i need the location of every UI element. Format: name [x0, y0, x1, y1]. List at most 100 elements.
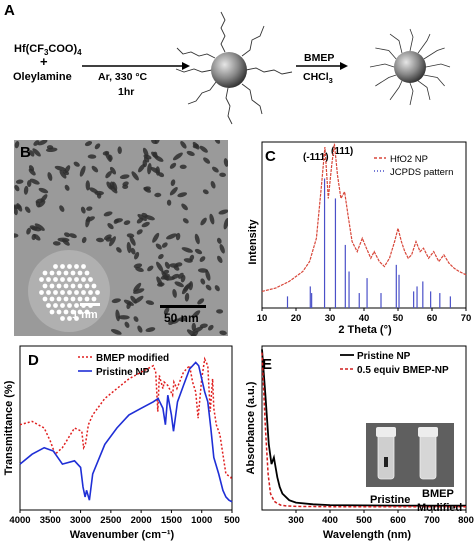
lattice-dot	[49, 309, 55, 315]
nanorod	[103, 234, 112, 241]
nanorod	[199, 145, 208, 153]
nanorod	[180, 141, 187, 149]
vial-bmep	[419, 432, 437, 480]
main-scale-bar	[160, 305, 206, 308]
lattice-dot	[60, 277, 65, 282]
lattice-dot	[53, 264, 58, 269]
nanorod	[64, 232, 71, 238]
lattice-dot	[60, 264, 65, 269]
nanorod	[32, 148, 41, 157]
nanorod	[47, 172, 53, 181]
xrd-xtick-label: 20	[291, 313, 302, 324]
ligand-arm	[375, 47, 397, 60]
nanorod	[107, 223, 114, 230]
ftir-xtick-label: 2000	[131, 515, 152, 526]
lattice-dot	[49, 283, 55, 289]
nanorod	[138, 163, 145, 173]
nanorod	[46, 145, 54, 150]
nanorod	[223, 158, 228, 167]
nanorod	[40, 194, 48, 203]
legend-jcpds-label: JCPDS pattern	[390, 167, 453, 178]
arrow-1-head	[182, 62, 190, 70]
nanorod	[64, 165, 71, 174]
nanorod	[170, 179, 176, 187]
lattice-dot	[70, 283, 76, 289]
lattice-dot	[74, 264, 79, 269]
nanorod	[105, 170, 112, 179]
nanorod	[85, 180, 91, 191]
ftir-xlabel: Wavenumber (cm⁻¹)	[70, 529, 175, 541]
lattice-dot	[91, 283, 97, 289]
nanorod	[158, 172, 165, 178]
nanorod	[192, 326, 204, 333]
nanorod	[126, 241, 132, 254]
nanorod	[96, 237, 104, 243]
nanorod	[137, 325, 143, 333]
ligand-arm	[389, 80, 403, 101]
nanorod	[219, 244, 225, 254]
nanorod	[184, 292, 190, 302]
nanorod	[181, 285, 190, 295]
nanorod	[26, 180, 32, 187]
lattice-dot	[63, 270, 69, 276]
nanorod	[126, 301, 132, 310]
nanorod	[212, 166, 219, 173]
nanorod	[186, 150, 195, 156]
nanorod	[191, 310, 201, 319]
lattice-dot	[63, 283, 69, 289]
lattice-dot	[74, 277, 79, 282]
nanorod	[119, 174, 130, 180]
nanorod	[91, 165, 99, 173]
nanorod	[209, 213, 215, 225]
nanorod	[152, 151, 158, 158]
nanorod	[126, 233, 135, 238]
nanorod	[177, 317, 188, 322]
ligand-arm	[417, 80, 431, 101]
nanorod	[214, 285, 220, 292]
nanorod	[203, 157, 211, 164]
xrd-chart: Intensity 2 Theta (°) (-111) (111) HfO2 …	[247, 141, 471, 336]
nanorod	[156, 261, 164, 272]
nanorod	[154, 192, 162, 198]
xrd-xtick-label: 60	[427, 313, 438, 324]
nanorod	[182, 218, 189, 224]
nanorod	[163, 307, 170, 315]
bmep-ligand-shell	[369, 28, 451, 106]
conditions-temp: Ar, 330 °C	[98, 71, 148, 83]
nanorod	[14, 204, 22, 209]
nanoparticle-core	[211, 52, 247, 88]
ftir-xtick-label: 1500	[161, 515, 182, 526]
lattice-dot	[67, 316, 72, 321]
nanorod	[38, 187, 49, 194]
nanorod	[161, 242, 168, 248]
uvvis-xtick-label: 600	[390, 515, 406, 526]
uvvis-xtick-label: 500	[356, 515, 372, 526]
nanorod	[144, 215, 155, 221]
ligand-arm	[375, 74, 397, 87]
ligand-arm	[423, 74, 445, 87]
lattice-dot	[60, 303, 65, 308]
nanorod	[85, 216, 95, 222]
lattice-dot	[81, 277, 86, 282]
nanorod	[133, 316, 139, 322]
lattice-dot	[49, 270, 55, 276]
nanorod	[86, 206, 93, 211]
nanorod	[34, 223, 45, 231]
panel-d-letter: D	[28, 352, 39, 369]
ftir-xtick-label: 1000	[191, 515, 212, 526]
vial-pristine-stirbar	[384, 457, 388, 467]
nanorod	[14, 140, 20, 149]
nanorod	[131, 171, 139, 181]
uvvis-xtick-label: 300	[288, 515, 304, 526]
nanorod	[116, 247, 122, 253]
nanorod	[171, 273, 180, 279]
nanorod	[216, 309, 224, 314]
lattice-dot	[60, 290, 65, 295]
nanorod	[199, 256, 206, 262]
legend-bmep-e-label: 0.5 equiv BMEP-NP	[357, 365, 449, 376]
nanorod	[186, 329, 196, 336]
legend-pristine-label: Pristine NP	[96, 367, 150, 378]
panel-b-letter: B	[20, 144, 31, 161]
panel-a: A Hf(CF3COO)4 + Oleylamine Ar, 330 °C 1h…	[0, 0, 474, 134]
nanorod	[169, 186, 178, 196]
